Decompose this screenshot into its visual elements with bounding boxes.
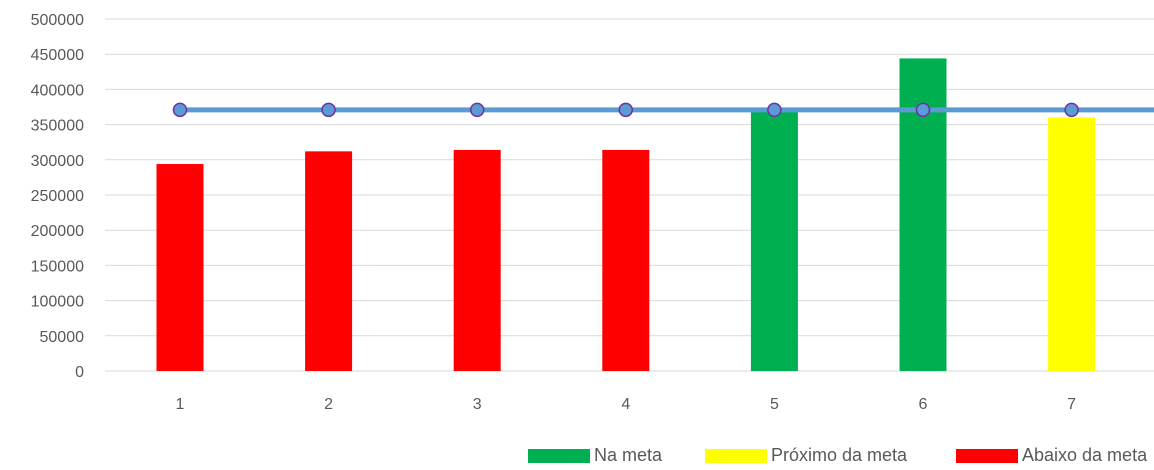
- y-axis: 0 50000 100000 150000 200000 250000 300000 3500…: [31, 12, 84, 381]
- legend-swatch-proximo-da-meta: [705, 448, 767, 463]
- x-axis: 1 2 3 4 5 6 7: [176, 396, 1077, 413]
- legend-swatch-na-meta: [528, 448, 590, 463]
- y-tick-label: 300000: [31, 153, 84, 170]
- legend-swatch-abaixo-da-meta: [956, 448, 1018, 463]
- bar: [602, 149, 650, 371]
- y-tick-label: 150000: [31, 258, 84, 275]
- bar: [453, 149, 501, 371]
- bars: [156, 58, 1096, 372]
- legend-item-proximo-da-meta: Próximo da meta: [705, 441, 907, 470]
- bar: [305, 151, 353, 371]
- chart: 0500001000001500002000002500003000003500…: [31, 12, 1154, 413]
- x-tick-label: 1: [176, 396, 185, 413]
- y-tick-label: 200000: [31, 223, 84, 240]
- y-tick-label: 350000: [31, 118, 84, 135]
- target-line-series: [172, 102, 1154, 118]
- y-tick-label: 50000: [40, 329, 85, 346]
- bar: [156, 164, 204, 371]
- x-tick-label: 6: [919, 396, 928, 413]
- legend-item-abaixo-da-meta: Abaixo da meta: [956, 441, 1147, 470]
- y-tick-label: 450000: [31, 47, 84, 64]
- target-marker: [618, 102, 634, 118]
- y-tick-label: 0: [75, 364, 84, 381]
- target-marker: [321, 102, 336, 118]
- legend: Na meta Próximo da meta Abaixo da meta: [0, 441, 1154, 470]
- bar: [1048, 117, 1096, 371]
- legend-item-na-meta: Na meta: [528, 441, 662, 470]
- x-tick-label: 4: [621, 396, 630, 413]
- target-marker: [915, 102, 931, 118]
- x-tick-label: 7: [1067, 396, 1076, 413]
- target-marker: [172, 102, 188, 118]
- legend-label-na-meta: Na meta: [594, 445, 663, 465]
- target-marker: [1064, 102, 1079, 118]
- y-tick-label: 250000: [31, 188, 84, 205]
- target-marker: [767, 102, 782, 118]
- y-tick-label: 500000: [31, 12, 84, 29]
- legend-label-proximo-da-meta: Próximo da meta: [771, 445, 908, 465]
- y-tick-label: 100000: [31, 294, 84, 311]
- legend-label-abaixo-da-meta: Abaixo da meta: [1022, 445, 1148, 465]
- x-tick-label: 5: [770, 396, 779, 413]
- x-tick-label: 2: [324, 396, 333, 413]
- y-tick-label: 400000: [31, 82, 84, 99]
- target-marker: [469, 102, 485, 118]
- x-tick-label: 3: [473, 396, 482, 413]
- bar: [750, 110, 798, 372]
